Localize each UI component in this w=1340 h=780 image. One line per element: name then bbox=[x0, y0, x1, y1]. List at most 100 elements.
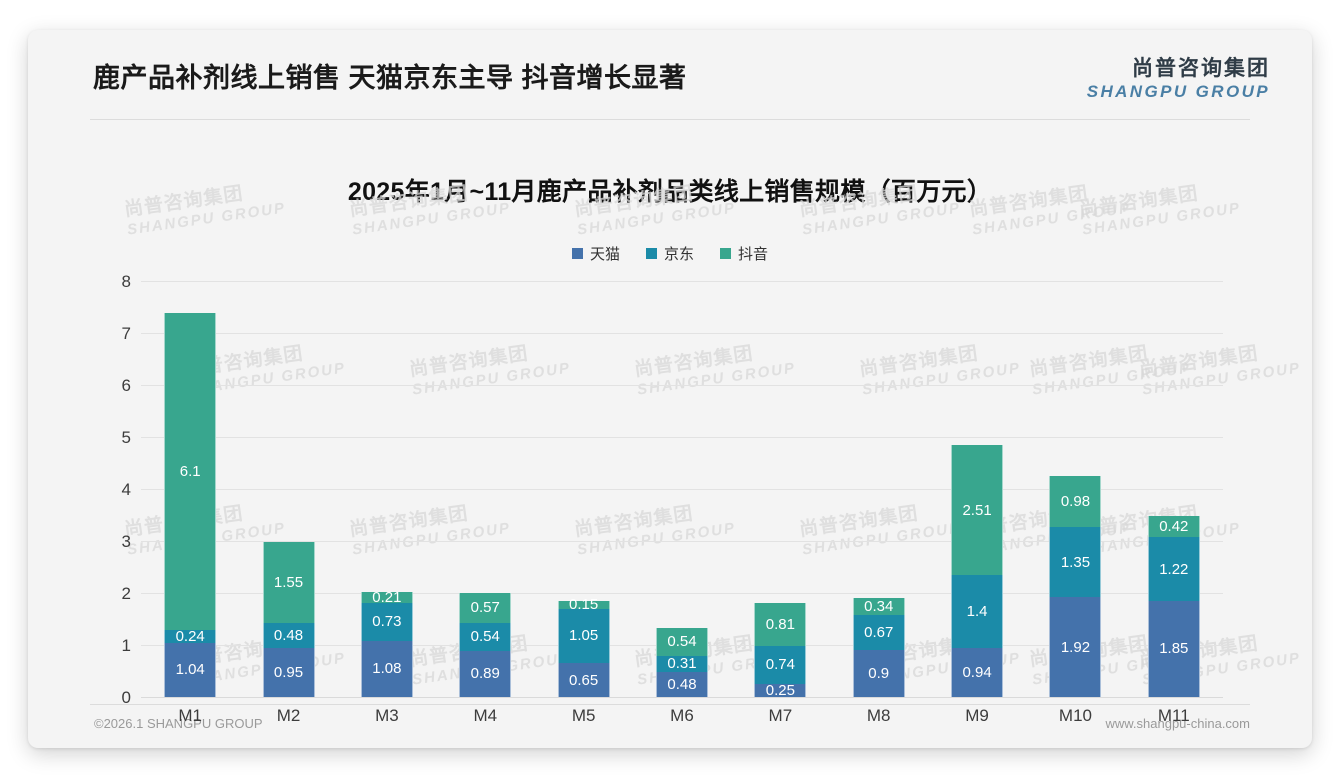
bar-value-label: 1.35 bbox=[1060, 553, 1091, 571]
gridline bbox=[141, 333, 1223, 334]
bar-segment-天猫[interactable]: 1.08 bbox=[360, 640, 413, 697]
footer-copyright: ©2026.1 SHANGPU GROUP bbox=[94, 716, 263, 731]
bar-value-label: 0.65 bbox=[569, 671, 599, 689]
bar-segment-抖音[interactable]: 0.54 bbox=[656, 627, 708, 656]
bar-group[interactable]: 1.08 0.73 0.21 bbox=[360, 588, 413, 697]
bar-segment-天猫[interactable]: 0.95 bbox=[262, 647, 315, 697]
gridline bbox=[141, 489, 1223, 490]
bar-value-label: 0.57 bbox=[470, 599, 500, 617]
bar-segment-天猫[interactable]: 0.94 bbox=[951, 648, 1004, 697]
bar-segment-京东[interactable]: 0.67 bbox=[852, 615, 905, 651]
bar-value-label: 0.81 bbox=[765, 615, 795, 633]
bar-segment-抖音[interactable]: 0.34 bbox=[852, 597, 905, 616]
bar-segment-天猫[interactable]: 1.85 bbox=[1147, 600, 1200, 697]
bar-segment-京东[interactable]: 0.73 bbox=[360, 602, 413, 641]
bar-segment-天猫[interactable]: 0.25 bbox=[754, 682, 807, 699]
bar-value-label: 0.48 bbox=[273, 626, 304, 644]
bar-value-label: 0.25 bbox=[765, 682, 795, 699]
legend-item-京东[interactable]: 京东 bbox=[645, 243, 694, 264]
bar-segment-抖音[interactable]: 2.51 bbox=[951, 444, 1004, 576]
y-axis-tick-label: 0 bbox=[121, 688, 131, 707]
legend-swatch-icon bbox=[571, 248, 583, 259]
bar-value-label: 0.54 bbox=[667, 633, 697, 651]
bar-segment-抖音[interactable]: 0.98 bbox=[1049, 476, 1102, 527]
bar-segment-天猫[interactable]: 0.9 bbox=[852, 650, 905, 697]
bar-group[interactable]: 0.94 1.4 2.51 bbox=[951, 444, 1004, 697]
legend-swatch-icon bbox=[720, 248, 731, 259]
bar-segment-京东[interactable]: 1.4 bbox=[951, 575, 1004, 649]
x-axis-tick-label: M4 bbox=[473, 706, 498, 725]
bar-value-label: 1.04 bbox=[175, 661, 205, 679]
bar-value-label: 0.98 bbox=[1060, 493, 1091, 510]
slide-card: 尚普咨询集团 SHANGPU GROUP 尚普咨询集团 SHANGPU GROUP 尚普… bbox=[28, 30, 1312, 748]
gridline bbox=[141, 281, 1223, 282]
legend-item-抖音[interactable]: 抖音 bbox=[720, 243, 768, 264]
bar-segment-京东[interactable]: 1.22 bbox=[1147, 537, 1200, 601]
x-axis-tick-label: M5 bbox=[571, 706, 596, 725]
bar-value-label: 0.89 bbox=[470, 665, 500, 683]
y-axis-tick-label: 5 bbox=[121, 428, 131, 447]
bar-segment-天猫[interactable]: 1.92 bbox=[1049, 597, 1102, 697]
bar-segment-京东[interactable]: 0.54 bbox=[459, 622, 512, 651]
bar-segment-抖音[interactable]: 0.57 bbox=[459, 593, 512, 623]
bar-group[interactable]: 1.92 1.35 0.98 bbox=[1049, 476, 1102, 697]
y-axis-tick-label: 1 bbox=[121, 636, 131, 655]
footer-website[interactable]: www.shangpu-china.com bbox=[1105, 716, 1250, 731]
bar-segment-京东[interactable]: 0.24 bbox=[164, 629, 217, 644]
bar-segment-抖音[interactable]: 1.55 bbox=[262, 542, 315, 623]
bar-group[interactable]: 0.25 0.74 0.81 bbox=[754, 603, 807, 699]
bar-group[interactable]: 0.89 0.54 0.57 bbox=[459, 593, 512, 697]
footer-divider bbox=[90, 704, 1250, 705]
bar-value-label: 0.34 bbox=[864, 598, 894, 616]
bar-segment-抖音[interactable]: 0.81 bbox=[754, 603, 807, 646]
y-axis-tick-label: 3 bbox=[121, 532, 131, 551]
bar-group[interactable]: 0.65 1.05 0.15 bbox=[557, 597, 610, 697]
x-axis-tick-label: M7 bbox=[768, 706, 793, 725]
bar-group-container: 1.04 0.24 6.1 0.95 0.48 1.55 1.08 0.73 0.21 0.89 0… bbox=[141, 281, 1223, 699]
chart-legend: 天猫 京东 抖音 bbox=[28, 243, 1312, 264]
x-axis-tick-label: M10 bbox=[1058, 706, 1092, 725]
bar-group[interactable]: 0.48 0.31 0.54 bbox=[656, 627, 708, 697]
chart-title: 2025年1月~11月鹿产品补剂品类线上销售规模（百万元） bbox=[347, 178, 993, 206]
bar-value-label: 1.08 bbox=[372, 660, 402, 678]
y-axis-tick-label: 4 bbox=[121, 480, 131, 499]
bar-value-label: 0.74 bbox=[765, 656, 795, 674]
x-axis-tick-label: M9 bbox=[965, 706, 989, 725]
bar-segment-京东[interactable]: 1.05 bbox=[557, 608, 610, 664]
x-axis-tick-label: M3 bbox=[375, 706, 399, 725]
bar-value-label: 0.48 bbox=[667, 676, 697, 694]
bar-segment-京东[interactable]: 0.48 bbox=[262, 622, 315, 648]
bar-segment-天猫[interactable]: 0.48 bbox=[656, 672, 708, 697]
y-axis-tick-label: 7 bbox=[121, 324, 131, 343]
bar-segment-抖音[interactable]: 0.42 bbox=[1147, 515, 1200, 538]
gridline bbox=[141, 437, 1223, 438]
bar-value-label: 6.1 bbox=[179, 463, 201, 481]
legend-label: 抖音 bbox=[738, 246, 769, 263]
bar-segment-天猫[interactable]: 0.65 bbox=[557, 663, 610, 697]
bar-value-label: 0.15 bbox=[569, 596, 599, 614]
bar-group[interactable]: 0.95 0.48 1.55 bbox=[262, 542, 315, 697]
bar-value-label: 0.21 bbox=[372, 588, 402, 606]
page-title: 鹿产品补剂线上销售 天猫京东主导 抖音增长显著 bbox=[93, 63, 687, 93]
bar-segment-抖音[interactable]: 6.1 bbox=[164, 313, 217, 631]
bar-segment-天猫[interactable]: 1.04 bbox=[164, 642, 217, 697]
bar-segment-京东[interactable]: 0.31 bbox=[656, 655, 708, 673]
bar-value-label: 0.73 bbox=[372, 613, 402, 631]
bar-segment-抖音[interactable]: 0.21 bbox=[360, 588, 413, 606]
bar-segment-京东[interactable]: 0.74 bbox=[754, 645, 807, 684]
bar-group[interactable]: 1.04 0.24 6.1 bbox=[164, 313, 217, 697]
x-axis-tick-label: M6 bbox=[670, 706, 694, 725]
bar-group[interactable]: 1.85 1.22 0.42 bbox=[1147, 515, 1200, 697]
x-axis-tick-label: M2 bbox=[276, 706, 301, 725]
brand-logo: 尚普咨询集团 SHANGPU GROUP bbox=[1087, 58, 1270, 100]
x-axis-labels: M1 M2 M3 M4 M5 M6 M7 M8 M9 M10 M11 bbox=[141, 706, 1223, 732]
header-divider bbox=[90, 119, 1250, 120]
bar-value-label: 2.51 bbox=[962, 501, 992, 519]
legend-item-天猫[interactable]: 天猫 bbox=[571, 243, 620, 264]
bar-segment-抖音[interactable]: 0.15 bbox=[557, 597, 610, 612]
x-axis-tick-label: M11 bbox=[1157, 706, 1190, 725]
bar-segment-天猫[interactable]: 0.89 bbox=[459, 650, 512, 697]
bar-segment-京东[interactable]: 1.35 bbox=[1049, 526, 1102, 598]
bar-group[interactable]: 0.9 0.67 0.34 bbox=[852, 597, 905, 697]
